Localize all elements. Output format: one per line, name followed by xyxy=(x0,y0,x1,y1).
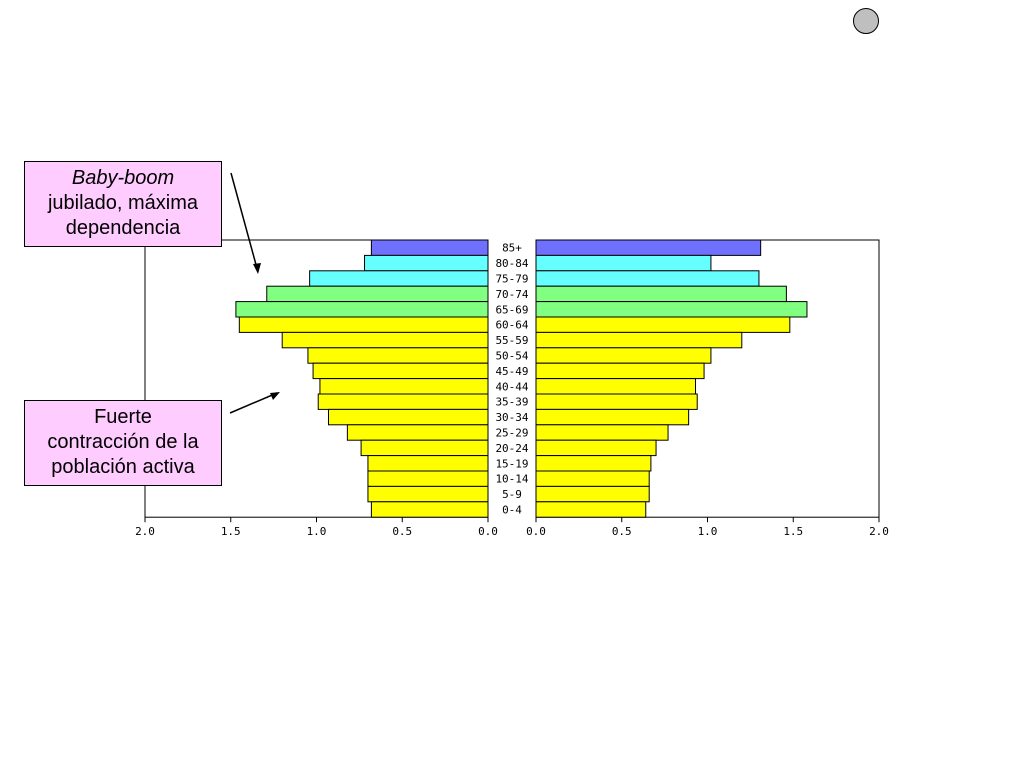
bar-left-55-59 xyxy=(281,331,489,349)
tick-label-left-1: 0.5 xyxy=(392,525,412,538)
bar-left-70-74 xyxy=(266,285,489,303)
bar-left-45-49 xyxy=(312,362,489,380)
age-label-35-39: 35-39 xyxy=(495,396,528,409)
bar-left-0-4 xyxy=(370,501,489,518)
annotation-arrows xyxy=(229,172,280,414)
bar-right-75-79 xyxy=(535,270,760,287)
age-label-15-19: 15-19 xyxy=(495,457,528,470)
bar-left-35-39 xyxy=(317,393,489,410)
age-labels: 85+ 80-84 75-79 70-74 65-69 60-64 55-59 50-54 45… xyxy=(495,242,528,517)
tick-label-right-0: 0.0 xyxy=(526,525,546,538)
bar-left-15-19 xyxy=(367,455,489,472)
age-label-30-34: 30-34 xyxy=(495,411,528,424)
bar-right-85+ xyxy=(535,239,762,256)
bar-left-40-44 xyxy=(319,378,489,395)
bar-left-30-34 xyxy=(328,408,489,426)
slide-marker-circle xyxy=(853,8,879,34)
age-label-65-69: 65-69 xyxy=(495,303,528,316)
bar-left-20-24 xyxy=(360,439,489,457)
bar-left-65-69 xyxy=(235,301,489,318)
age-label-50-54: 50-54 xyxy=(495,350,528,363)
age-label-80-84: 80-84 xyxy=(495,257,528,270)
callout-contraccion-line-2: contracción de la xyxy=(47,431,199,453)
bar-right-40-44 xyxy=(535,378,696,395)
bar-right-50-54 xyxy=(535,347,712,364)
bar-right-80-84 xyxy=(535,254,712,272)
tick-label-left-2: 1.0 xyxy=(307,525,327,538)
callout-contraccion-line-3: población activa xyxy=(51,456,195,478)
callout-baby-boom-line-2: jubilado, máxima xyxy=(47,192,199,214)
bar-right-25-29 xyxy=(535,424,669,441)
bar-right-30-34 xyxy=(535,408,690,426)
callout-baby-boom: Baby-boom jubilado, máxima dependencia xyxy=(24,161,222,247)
bar-right-65-69 xyxy=(535,301,808,318)
tick-label-left-4: 2.0 xyxy=(135,525,155,538)
arrow-contraccion-head xyxy=(270,392,280,400)
age-label-10-14: 10-14 xyxy=(495,473,528,486)
arrow-contraccion xyxy=(229,392,278,414)
bar-right-0-4 xyxy=(535,501,647,518)
arrow-baby-boom-head xyxy=(253,263,261,274)
bar-right-45-49 xyxy=(535,362,705,380)
bar-left-60-64 xyxy=(238,316,489,333)
bar-left-5-9 xyxy=(367,485,489,503)
age-label-55-59: 55-59 xyxy=(495,334,528,347)
bar-left-75-79 xyxy=(309,270,489,287)
callout-contraccion: Fuerte contracción de la población activ… xyxy=(24,400,222,486)
bar-left-85+ xyxy=(370,239,489,256)
bar-left-10-14 xyxy=(367,470,489,487)
age-label-60-64: 60-64 xyxy=(495,319,528,332)
tick-label-right-4: 2.0 xyxy=(869,525,889,538)
age-label-25-29: 25-29 xyxy=(495,427,528,440)
bar-right-20-24 xyxy=(535,439,657,457)
arrow-baby-boom xyxy=(230,172,259,273)
age-label-75-79: 75-79 xyxy=(495,273,528,286)
bar-right-55-59 xyxy=(535,331,743,349)
bar-left-80-84 xyxy=(364,254,489,272)
bar-right-35-39 xyxy=(535,393,698,410)
age-label-20-24: 20-24 xyxy=(495,442,528,455)
tick-label-left-3: 1.5 xyxy=(221,525,241,538)
bar-right-60-64 xyxy=(535,316,791,333)
bar-left-25-29 xyxy=(346,424,489,441)
bar-right-15-19 xyxy=(535,455,652,472)
bar-right-70-74 xyxy=(535,285,787,303)
bar-right-5-9 xyxy=(535,485,650,503)
age-label-0-4: 0-4 xyxy=(502,504,522,517)
chart-bars xyxy=(235,239,808,518)
x-axes: 0.0 0.0 0.5 0.5 1.0 1.0 1.5 1.5 2.0 2.0 xyxy=(135,517,889,538)
age-label-85+: 85+ xyxy=(502,242,522,255)
tick-label-left-0: 0.0 xyxy=(478,525,498,538)
bar-left-50-54 xyxy=(307,347,489,364)
tick-label-right-2: 1.0 xyxy=(698,525,718,538)
bar-right-10-14 xyxy=(535,470,650,487)
tick-label-right-3: 1.5 xyxy=(783,525,803,538)
age-label-45-49: 45-49 xyxy=(495,365,528,378)
age-label-40-44: 40-44 xyxy=(495,380,528,393)
callout-baby-boom-line-1: Baby-boom xyxy=(71,167,175,189)
age-label-70-74: 70-74 xyxy=(495,288,528,301)
tick-label-right-1: 0.5 xyxy=(612,525,632,538)
age-label-5-9: 5-9 xyxy=(502,488,522,501)
callout-baby-boom-line-3: dependencia xyxy=(65,217,181,239)
callout-contraccion-line-1: Fuerte xyxy=(94,406,152,428)
